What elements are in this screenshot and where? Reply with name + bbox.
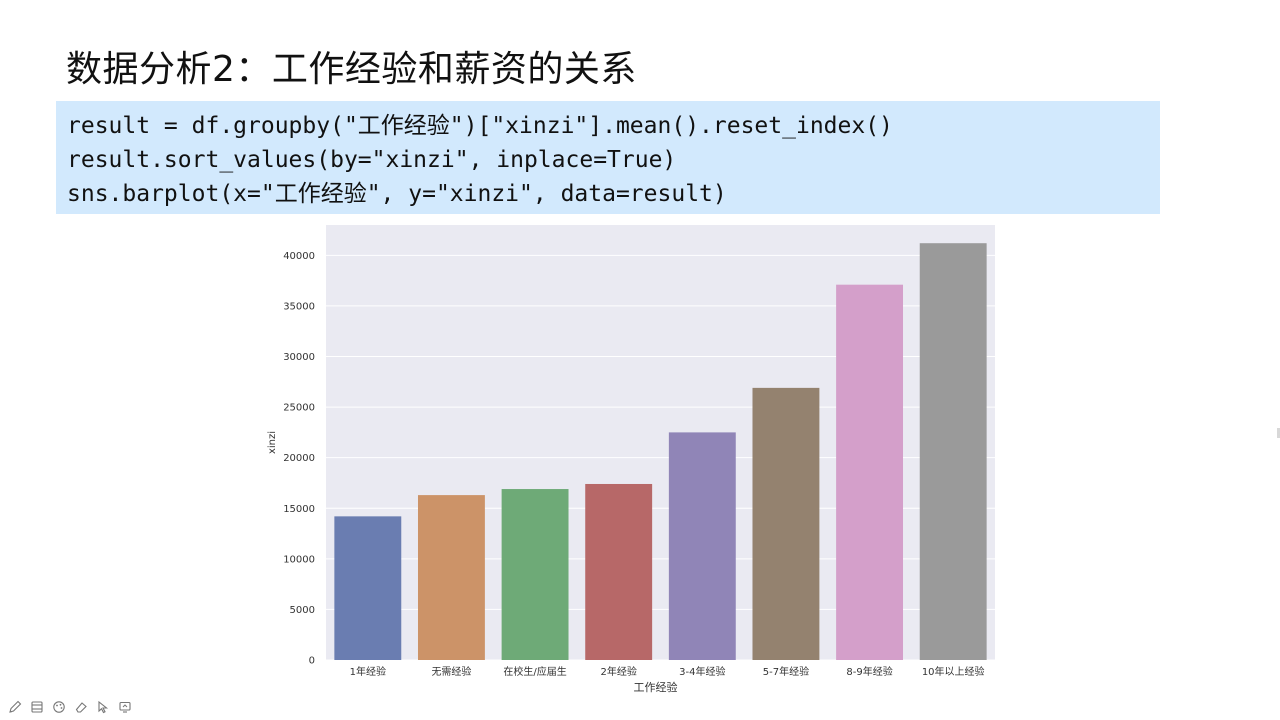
eraser-icon[interactable]: [72, 698, 90, 716]
screen-icon[interactable]: [116, 698, 134, 716]
window-icon[interactable]: [28, 698, 46, 716]
y-tick-label: 25000: [283, 403, 315, 414]
y-tick-label: 10000: [283, 554, 315, 565]
y-tick-label: 15000: [283, 504, 315, 515]
bar: [501, 489, 569, 660]
chart-svg: 0 5000 10000 15000 20000 25000 30000 35000 40000…: [267, 225, 995, 694]
x-tick-label: 8-9年经验: [846, 665, 892, 678]
x-tick-label: 1年经验: [350, 665, 386, 678]
code-line: result = df.groupby("工作经验")["xinzi"].mea…: [67, 113, 893, 139]
pointer-icon[interactable]: [94, 698, 112, 716]
pen-icon[interactable]: [6, 698, 24, 716]
scroll-edge-marker: [1277, 428, 1280, 438]
x-tick-label: 无需经验: [431, 665, 471, 678]
slide-title: 数据分析2：工作经验和薪资的关系: [66, 49, 637, 90]
x-tick-label: 在校生/应届生: [503, 665, 566, 678]
y-axis-label: xinzi: [267, 431, 278, 454]
bar: [334, 516, 402, 660]
x-tick-label: 2年经验: [601, 665, 637, 678]
y-tick-label: 5000: [290, 605, 315, 616]
bar: [836, 284, 904, 660]
code-block: result = df.groupby("工作经验")["xinzi"].mea…: [56, 101, 1160, 214]
bar: [417, 495, 485, 660]
y-tick-label: 35000: [283, 301, 315, 312]
x-axis-label: 工作经验: [634, 680, 678, 694]
x-tick-label: 10年以上经验: [922, 665, 985, 678]
x-tick-label: 3-4年经验: [679, 665, 725, 678]
y-tick-label: 20000: [283, 453, 315, 464]
code-line: sns.barplot(x="工作经验", y="xinzi", data=re…: [67, 181, 727, 207]
x-tick-label: 5-7年经验: [763, 665, 809, 678]
palette-icon[interactable]: [50, 698, 68, 716]
y-tick-label: 40000: [283, 251, 315, 262]
y-tick-label: 0: [309, 656, 315, 667]
bar-chart: 0 5000 10000 15000 20000 25000 30000 35000 40000…: [262, 222, 1002, 702]
presentation-toolbar: [6, 698, 134, 716]
code-line: result.sort_values(by="xinzi", inplace=T…: [67, 147, 677, 173]
bar: [919, 243, 987, 661]
y-tick-label: 30000: [283, 352, 315, 363]
bar: [585, 483, 653, 660]
bar: [668, 432, 736, 660]
bar: [752, 387, 820, 660]
